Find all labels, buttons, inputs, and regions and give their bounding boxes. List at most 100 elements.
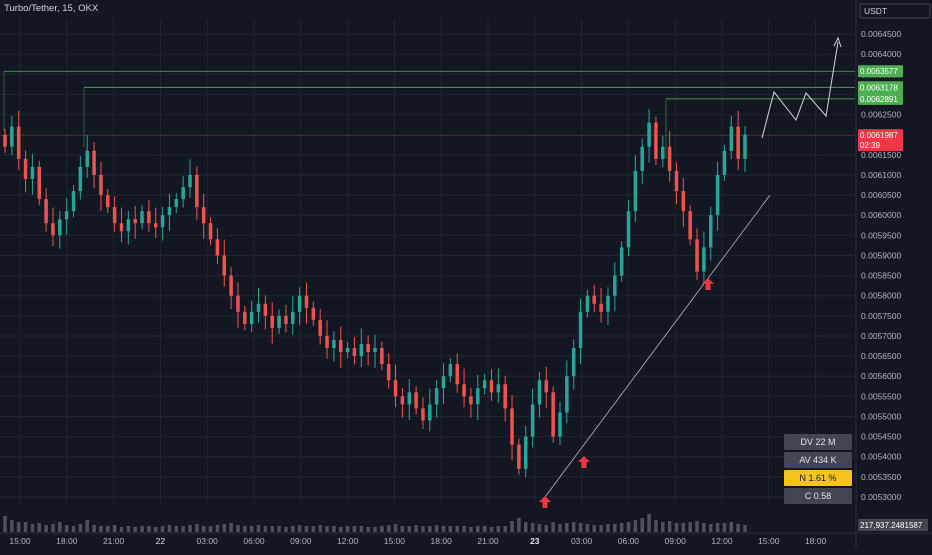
candle-body [482,380,487,389]
volume-bar [578,523,583,532]
candle-body [476,388,480,405]
candle-body [722,150,727,175]
volume-bar [222,524,227,532]
candle-body [167,207,172,216]
volume-bar [249,526,254,532]
candle-body [16,126,21,159]
last-price-label: 0.0061987 [860,131,898,140]
chart-title: Turbo/Tether, 15, OKX [4,3,99,14]
candle-body [544,380,549,393]
candle-body [85,150,89,167]
candle-body [44,199,48,224]
stat-n: N 1.61 % [784,470,852,486]
candle-body [318,319,322,336]
volume-bar [462,526,466,532]
candle-body [229,275,233,296]
y-tick-label: 0.0064000 [861,49,901,59]
currency-box [859,3,931,19]
volume-bar [729,522,734,532]
stats-panel: DV 22 M AV 434 K N 1.61 % C 0.58 [784,434,852,506]
y-tick-label: 0.0057500 [861,311,901,321]
volume-bar [112,525,117,532]
volume-bar [263,526,268,532]
x-tick-label: 03:00 [571,536,593,546]
volume-bar [243,526,247,532]
y-tick-label: 0.0055500 [861,391,901,401]
projection-arrowhead [833,36,842,48]
y-tick-label: 0.0053500 [861,472,901,482]
volume-bar [619,523,624,532]
volume-label: 217,937.2481587 [860,521,923,530]
volume-bar [352,526,357,532]
volume-bar [64,525,69,532]
candle-body [119,223,124,232]
x-tick-label: 09:00 [290,536,312,546]
candle-body [469,396,473,405]
candle-body [366,344,370,353]
candle-body [208,223,213,240]
volume-bar [160,526,165,532]
volume-bar [167,525,172,532]
candle-body [681,191,686,212]
volume-bar [345,526,350,532]
candle-body [386,364,391,381]
x-tick-label: 21:00 [103,536,125,546]
volume-bar [147,526,151,532]
volume-bar [455,526,459,532]
x-tick-label: 03:00 [197,536,219,546]
trend-line [544,194,771,498]
volume-bar [133,527,137,532]
candle-body [633,170,638,212]
volume-bar [58,522,62,532]
candle-body [613,275,617,296]
candle-body [592,295,597,304]
y-tick-label: 0.0057000 [861,331,901,341]
candle-body [517,444,521,469]
candle-body [407,392,412,405]
volume-bar [291,526,295,532]
stat-dv: DV 22 M [784,434,852,450]
candle-body [414,392,418,409]
volume-bar [428,526,432,532]
candle-body [215,239,220,256]
y-tick-label: 0.0053000 [861,492,901,502]
candle-body [647,122,651,147]
candle-body [565,376,569,413]
candle-body [181,187,185,200]
volume-bar [407,526,412,532]
candle-body [455,364,459,385]
candle-body [92,150,96,175]
volume-bar [393,524,398,532]
volume-bar [674,523,679,532]
candle-body [708,215,713,248]
volume-bar [373,527,377,532]
volume-bar [256,525,261,532]
candle-body [674,170,679,192]
volume-bar [496,526,501,532]
candle-body [174,199,179,208]
candle-body [654,122,658,159]
volume-bar [338,527,343,532]
candle-body [249,311,254,324]
y-tick-label: 0.0058500 [861,271,901,281]
candle-body [640,146,644,171]
volume-bar [743,525,747,532]
candle-body [619,247,624,276]
candle-body [736,126,740,159]
resistance-label: 0.0062891 [860,95,898,104]
projection-path [761,41,839,139]
candle-body [345,348,350,353]
volume-bar [229,523,233,532]
volume-bar [530,523,535,532]
volume-bar [126,526,131,532]
candle-body [78,166,83,192]
candle-body [626,211,631,248]
volume-bar [441,526,446,532]
candle-body [661,146,665,159]
x-tick-label: 12:00 [337,536,359,546]
y-tick-label: 0.0064500 [861,29,901,39]
candle-body [496,384,501,393]
y-tick-label: 0.0061500 [861,150,901,160]
